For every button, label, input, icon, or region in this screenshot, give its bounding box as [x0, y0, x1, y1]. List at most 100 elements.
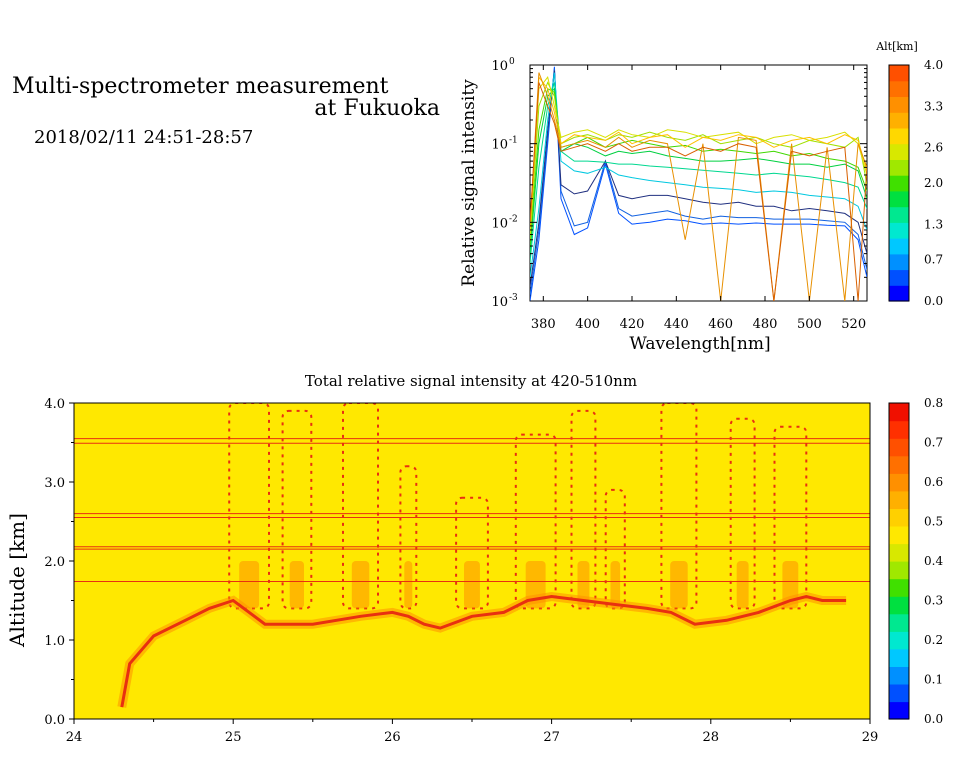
spectrum-series-line-11 — [530, 72, 867, 301]
heatmap-x-tick-label: 24 — [66, 730, 83, 745]
intensity-colorbar-tick-label: 0.3 — [924, 594, 943, 608]
altitude-colorbar-label: Alt[km] — [875, 40, 918, 53]
spectrum-x-ticks: 380 400 420 440 460 480 500 520 — [531, 65, 866, 332]
intensity-colorbar-cell — [889, 490, 909, 509]
altitude-colorbar-cell — [889, 143, 909, 160]
spectrum-series-line-12 — [530, 82, 867, 301]
spectrum-series-line-8 — [530, 81, 867, 240]
intensity-colorbar-tick-label: 0.2 — [924, 633, 943, 647]
spectrum-x-tick-label: 480 — [753, 317, 778, 332]
spectrum-series-line-9 — [530, 76, 867, 235]
cloud-column-core — [736, 561, 749, 609]
altitude-colorbar-cell — [889, 222, 909, 239]
altitude-colorbar-tick-label: 2.0 — [924, 176, 943, 190]
intensity-colorbar-cell — [889, 701, 909, 720]
spectrum-y-tick-exponent: 0 — [509, 57, 515, 67]
intensity-colorbar-cell — [889, 403, 909, 422]
chart-title-line1: Multi-spectrometer measurement — [12, 74, 389, 99]
intensity-colorbar-cell — [889, 525, 909, 545]
altitude-colorbar-cell — [889, 206, 909, 223]
intensity-colorbar-cell — [889, 455, 909, 474]
chart-title-line2: at Fukuoka — [314, 96, 440, 121]
cloud-column-core — [351, 561, 370, 609]
intensity-colorbar-cell — [889, 438, 909, 457]
altitude-colorbar-cell — [889, 253, 909, 271]
intensity-colorbar: 0.0 0.1 0.2 0.3 0.4 0.5 0.6 0.7 0.8 — [888, 396, 943, 726]
heatmap-x-tick-label: 28 — [703, 730, 720, 745]
altitude-colorbar-cell — [889, 96, 909, 113]
spectrum-x-tick-label: 500 — [797, 317, 822, 332]
cloud-column — [342, 403, 379, 610]
spectrum-x-tick-label: 440 — [664, 317, 689, 332]
spectrum-y-tick-label: 10 — [491, 138, 508, 153]
altitude-colorbar-tick-label: 3.3 — [924, 99, 943, 113]
intensity-colorbar-cell — [889, 613, 909, 632]
intensity-colorbar-tick-label: 0.6 — [924, 475, 943, 489]
altitude-colorbar-cell — [889, 269, 909, 286]
spectrum-y-axis-label: Relative signal intensity — [459, 79, 479, 287]
spectrum-series-line-10 — [530, 75, 867, 231]
intensity-colorbar-cell — [889, 561, 909, 580]
spectrum-x-tick-label: 420 — [620, 317, 645, 332]
cloud-column-core — [289, 561, 304, 609]
altitude-colorbar: 0.0 0.7 1.3 2.0 2.6 3.3 4.0 Alt[km] — [875, 40, 943, 308]
intensity-colorbar-cell — [889, 596, 909, 615]
spectrum-x-tick-label: 380 — [531, 317, 556, 332]
spectrum-y-tick-exponent: -1 — [509, 136, 518, 146]
spectrum-y-tick-label: 10 — [491, 295, 508, 310]
heatmap-x-tick-label: 29 — [862, 730, 879, 745]
cloud-column — [660, 403, 698, 610]
spectrum-x-tick-label: 400 — [575, 317, 600, 332]
intensity-colorbar-tick-label: 0.7 — [924, 436, 943, 450]
spectrum-x-tick-label: 520 — [841, 317, 866, 332]
heatmap-y-tick-label: 3.0 — [44, 476, 65, 491]
spectrum-plot-area — [529, 64, 868, 302]
altitude-colorbar-cell — [889, 285, 909, 302]
cloud-column — [570, 409, 597, 610]
altitude-colorbar-cell — [889, 190, 909, 208]
altitude-colorbar-cell — [889, 80, 909, 97]
heatmap-y-tick-label: 1.0 — [44, 634, 65, 649]
spectrum-x-tick-label: 460 — [708, 317, 733, 332]
altitude-colorbar-tick-label: 0.0 — [924, 294, 943, 308]
spectrum-y-tick-label: 10 — [491, 59, 508, 74]
heatmap-y-tick-label: 4.0 — [44, 397, 65, 412]
cloud-column-core — [464, 561, 480, 609]
altitude-colorbar-frame — [888, 64, 910, 302]
cloud-column-core — [610, 561, 621, 609]
altitude-colorbar-tick-label: 1.3 — [924, 217, 943, 231]
heatmap-y-tick-label: 2.0 — [44, 555, 65, 570]
altitude-colorbar-cell — [889, 65, 909, 82]
heatmap-x-tick-label: 26 — [384, 730, 401, 745]
heatmap-x-tick-label: 27 — [543, 730, 560, 745]
altitude-colorbar-cell — [889, 238, 909, 255]
intensity-colorbar-ticks: 0.0 0.1 0.2 0.3 0.4 0.5 0.6 0.7 0.8 — [924, 396, 943, 726]
intensity-colorbar-tick-label: 0.8 — [924, 396, 943, 410]
intensity-colorbar-cell — [889, 508, 909, 527]
intensity-colorbar-tick-label: 0.1 — [924, 673, 943, 687]
heatmap-y-tick-label: 0.0 — [44, 713, 65, 728]
cloud-base-line — [120, 594, 847, 708]
altitude-colorbar-cell — [889, 127, 909, 145]
cloud-column-core — [404, 561, 413, 609]
intensity-colorbar-cell — [889, 631, 909, 650]
altitude-colorbar-cell — [889, 175, 909, 192]
heatmap-cloud-features — [74, 403, 870, 708]
heatmap-y-axis-label: Altitude [km] — [5, 513, 29, 648]
intensity-colorbar-cell — [889, 578, 909, 597]
heatmap-y-ticks: 0.0 1.0 2.0 3.0 4.0 — [44, 397, 74, 728]
cloud-column-core — [239, 561, 260, 609]
intensity-colorbar-cell — [889, 420, 909, 439]
altitude-heatmap-chart: Total relative signal intensity at 420-5… — [5, 372, 878, 745]
intensity-colorbar-cell — [889, 543, 909, 562]
altitude-colorbar-tick-label: 0.7 — [924, 253, 943, 267]
intensity-colorbar-tick-label: 0.0 — [924, 712, 943, 726]
spectrum-y-tick-exponent: -2 — [509, 214, 518, 224]
altitude-colorbar-cells — [889, 65, 909, 302]
spectrum-y-tick-label: 10 — [491, 216, 508, 231]
cloud-column-core — [670, 561, 688, 609]
heatmap-x-tick-label: 25 — [225, 730, 242, 745]
